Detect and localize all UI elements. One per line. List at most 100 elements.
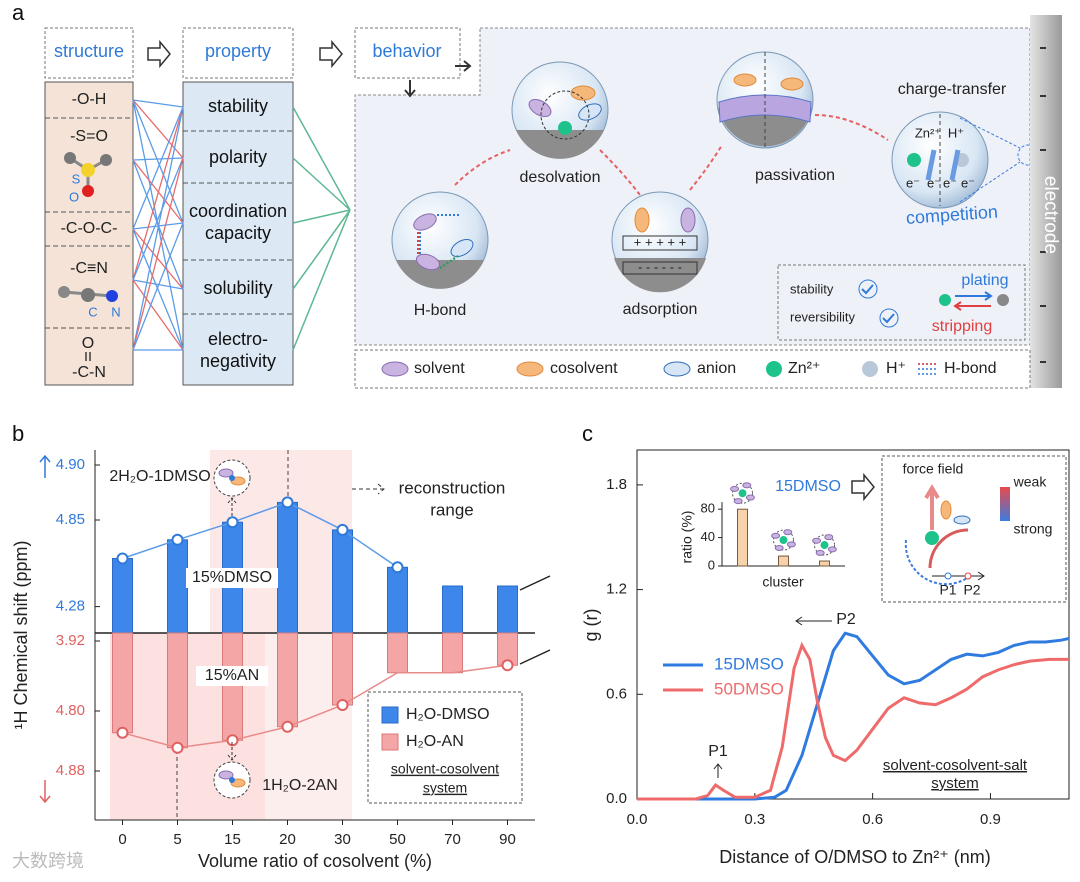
cluster-icon — [783, 529, 793, 536]
series-line — [122, 664, 508, 749]
link — [132, 279, 184, 290]
structure-group: -C-N — [72, 364, 106, 381]
marker — [336, 523, 349, 536]
link — [132, 157, 184, 351]
y-tick-label: 1.2 — [606, 581, 627, 598]
header: structure — [54, 41, 124, 61]
cluster-icon — [771, 532, 781, 539]
x-tick-label: 70 — [444, 831, 461, 848]
svg-text:- - - - - -: - - - - - - — [638, 259, 682, 274]
bar — [167, 539, 188, 634]
axis-break — [519, 649, 551, 665]
bar — [332, 632, 353, 706]
annotation: weak — [1013, 474, 1048, 490]
atom-label: S — [72, 171, 81, 186]
bar — [737, 508, 748, 567]
gradient-bar — [1000, 487, 1010, 521]
arrow — [851, 472, 875, 502]
legend-label: H₂O-DMSO — [406, 706, 490, 723]
annotation: 15%AN — [205, 667, 259, 684]
cluster-icon — [812, 537, 822, 544]
legend-label: solvent — [414, 360, 465, 377]
y-tick-label: 3.92 — [56, 632, 85, 649]
annotation: force field — [903, 461, 964, 477]
charge-transfer-sphere — [891, 111, 1039, 209]
annotation: solvent-cosolvent-salt — [883, 757, 1028, 774]
structure-group: -O-H — [72, 91, 107, 108]
marker — [281, 496, 294, 509]
cluster-icon — [229, 475, 235, 481]
x-tick-label: 50 — [389, 831, 406, 848]
property: polarity — [209, 147, 267, 167]
marker — [116, 726, 129, 739]
atom-label: C — [88, 304, 97, 319]
panel-label: a — [12, 0, 25, 25]
bar — [442, 585, 463, 634]
cluster-icon — [738, 489, 747, 498]
header-box — [354, 27, 461, 79]
cluster-icon — [774, 544, 784, 551]
annotation: 1H₂O-2AN — [262, 777, 338, 794]
legend-label: H-bond — [944, 360, 996, 377]
y-tick-label: 1.8 — [606, 476, 627, 493]
cluster-icon — [820, 541, 829, 550]
electrode — [1030, 15, 1062, 388]
marker — [116, 552, 129, 565]
y-tick-label: 4.88 — [56, 762, 85, 779]
property: capacity — [205, 223, 271, 243]
cluster-icon — [953, 515, 971, 525]
behavior-label: charge-transfer — [898, 81, 1007, 98]
y-tick-label: 4.90 — [56, 456, 85, 473]
electron-label: e⁻ — [927, 175, 941, 190]
y-tick-label: 40 — [701, 529, 715, 544]
cluster-icon — [730, 485, 740, 492]
arrow — [319, 39, 343, 69]
y-axis-label: ratio (%) — [679, 511, 695, 564]
separators — [45, 117, 133, 329]
y-tick-label: 0.0 — [606, 790, 627, 807]
link — [132, 157, 184, 161]
structure-group: -C-O-C- — [61, 220, 118, 237]
bar — [332, 529, 353, 634]
metric: reversibility — [790, 309, 856, 324]
arrow — [713, 763, 723, 778]
legend-label: H⁺ — [886, 360, 906, 377]
annotation: P1 — [939, 582, 956, 598]
legend-icon — [663, 361, 691, 377]
arrow — [147, 39, 171, 69]
stripping-label: stripping — [932, 318, 992, 335]
p-marker — [944, 572, 952, 580]
double-bond — [85, 352, 91, 361]
panel-a: a structure property behavior -O-H -S=O … — [12, 0, 1062, 389]
y-tick-label: 4.28 — [56, 598, 85, 615]
link — [132, 106, 184, 230]
electron-label: e⁻ — [961, 175, 975, 190]
arrow — [227, 497, 237, 516]
marker — [391, 561, 404, 574]
metric: stability — [790, 281, 834, 296]
property: solubility — [203, 278, 272, 298]
cluster-icon — [824, 534, 834, 541]
x-tick-label: 15 — [224, 831, 241, 848]
annotation: 15%DMSO — [192, 569, 272, 586]
bar — [277, 501, 298, 634]
panel-c: c 0.0 0.3 0.6 0.9 0.0 0.6 1.2 1.8 g (r) Distance o… — [581, 421, 1070, 867]
annotation: P2 — [963, 582, 980, 598]
link — [132, 157, 184, 281]
panel-label: c — [582, 421, 593, 446]
atom-label: O — [69, 189, 79, 204]
property: negativity — [200, 351, 276, 371]
annotation: range — [430, 500, 473, 519]
legend-label: H₂O-AN — [406, 733, 464, 750]
electron-label: e⁻ — [943, 175, 957, 190]
cluster-icon — [745, 494, 755, 501]
annotation: strong — [1014, 521, 1053, 537]
adsorption-sphere: + + + + + - - - - - - — [611, 191, 709, 293]
legend-label: Zn²⁺ — [788, 360, 820, 377]
electrode-label: electrode — [1040, 176, 1061, 254]
property: stability — [208, 96, 268, 116]
legend-icon — [766, 361, 782, 377]
property-column — [182, 81, 294, 386]
arrow — [455, 60, 472, 72]
series-line — [637, 631, 1070, 801]
